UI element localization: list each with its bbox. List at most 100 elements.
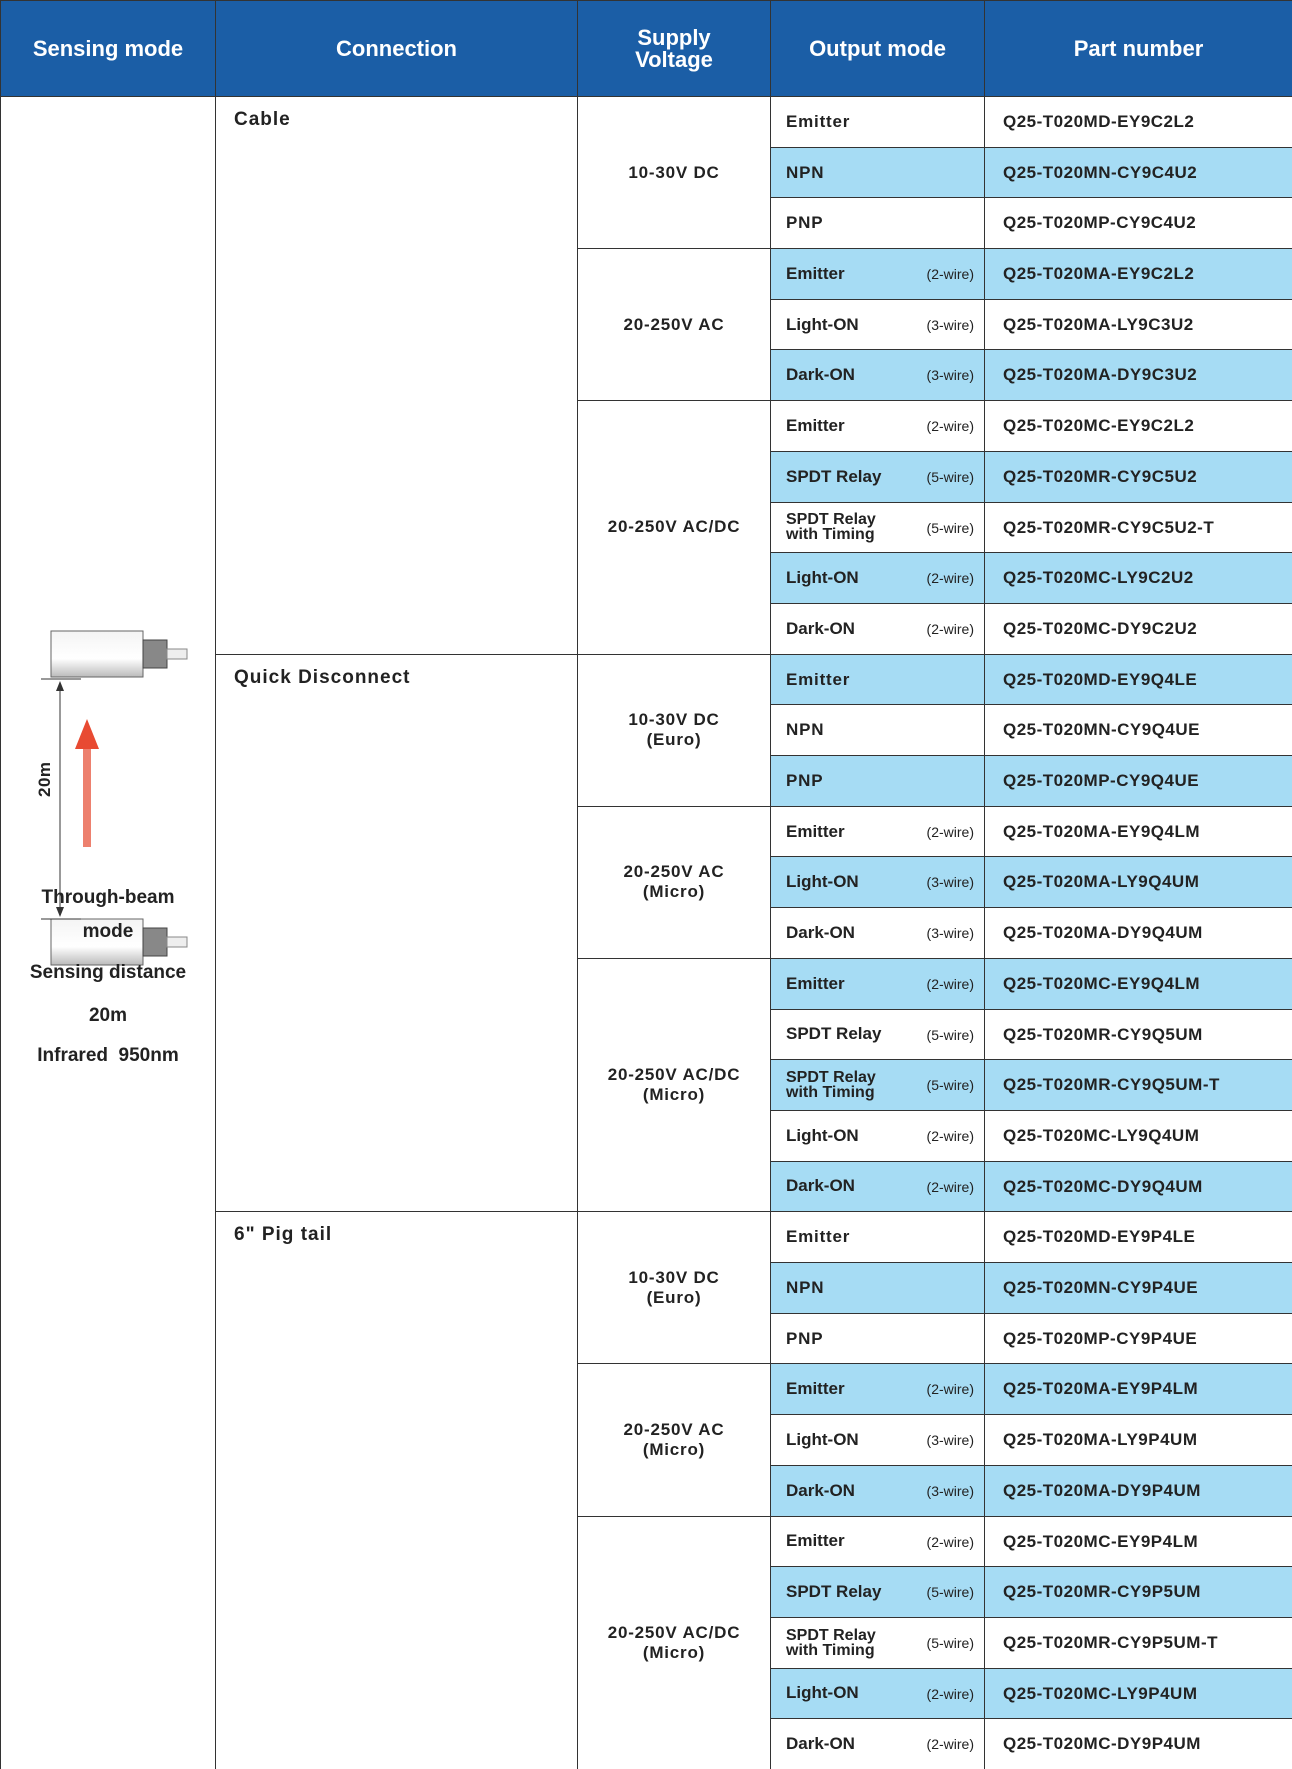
output-text: SPDT Relay with Timing: [786, 1618, 876, 1668]
part-number: Q25-T020MA-DY9Q4UM: [1003, 923, 1203, 943]
part-cell: Q25-T020MC-LY9Q4UM: [985, 1111, 1292, 1162]
part-cell: Q25-T020MC-EY9C2L2: [985, 401, 1292, 452]
wire-count: (5-wire): [926, 468, 974, 485]
wire-count: (2-wire): [926, 620, 974, 637]
part-number: Q25-T020MD-EY9Q4LE: [1003, 669, 1198, 689]
wire-count: (2-wire): [926, 823, 974, 840]
output-cell: Emitter (2-wire): [771, 958, 985, 1010]
sensing-mode-cell: 20m Through-beam mode Sensing distance 20m I…: [1, 97, 216, 1769]
connection-text: 6" Pig tail: [234, 1224, 333, 1246]
output-line: with Timing: [786, 526, 875, 544]
part-number: Q25-T020MA-EY9Q4LM: [1003, 821, 1200, 841]
output-text: Emitter: [786, 807, 845, 857]
output-cell: PNP: [771, 756, 985, 807]
voltage-cell: 20-250V AC: [578, 249, 771, 402]
voltage-text: (Micro): [642, 1642, 706, 1662]
output-cell: Emitter (2-wire): [771, 1364, 985, 1416]
part-cell: Q25-T020MR-CY9Q5UM-T: [985, 1060, 1292, 1111]
header-text: Output mode: [809, 35, 946, 61]
part-number: Q25-T020MC-EY9Q4LM: [1003, 973, 1200, 993]
output-line: Emitter: [786, 1531, 845, 1551]
beam-arrow: [83, 747, 91, 847]
wire-count: (3-wire): [926, 1432, 974, 1449]
part-number: Q25-T020MA-DY9P4UM: [1003, 1480, 1201, 1500]
part-cell: Q25-T020MR-CY9Q5UM: [985, 1010, 1292, 1061]
part-number: Q25-T020MR-CY9C5U2-T: [1003, 517, 1215, 537]
output-cell: SPDT Relay with Timing (5-wire): [771, 1617, 985, 1669]
part-number: Q25-T020MA-EY9P4LM: [1003, 1379, 1199, 1399]
output-cell: Emitter (2-wire): [771, 249, 985, 300]
output-text: NPN: [786, 705, 824, 755]
output-cell: Light-ON (2-wire): [771, 553, 985, 604]
output-cell: Emitter (2-wire): [771, 1516, 985, 1568]
part-cell: Q25-T020MA-LY9Q4UM: [985, 857, 1292, 909]
voltage-text: 10-30V DC: [628, 710, 720, 730]
output-line: Emitter: [786, 973, 845, 993]
sensor-bottom: [50, 918, 188, 966]
part-cell: Q25-T020MN-CY9Q4UE: [985, 705, 1292, 757]
part-cell: Q25-T020MA-EY9C2L2: [985, 249, 1292, 300]
wire-count: (2-wire): [926, 1533, 974, 1550]
output-line: Emitter: [786, 416, 845, 436]
wire-count: (5-wire): [926, 1634, 974, 1651]
wire-count: (2-wire): [926, 1178, 974, 1195]
connection-cell: Quick Disconnect: [216, 654, 578, 1213]
output-text: SPDT Relay: [786, 1010, 881, 1060]
part-number: Q25-T020MN-CY9P4UE: [1003, 1278, 1199, 1298]
part-number: Q25-T020MP-CY9Q4UE: [1003, 771, 1200, 791]
output-line: Dark-ON: [786, 1734, 855, 1754]
wire-count: (3-wire): [926, 316, 974, 333]
part-number: Q25-T020MR-CY9Q5UM: [1003, 1024, 1203, 1044]
output-text: Light-ON: [786, 300, 859, 350]
output-line: with Timing: [786, 1084, 875, 1102]
part-number: Q25-T020MD-EY9P4LE: [1003, 1227, 1196, 1247]
output-line: Emitter: [786, 821, 845, 841]
part-number: Q25-T020MC-DY9P4UM: [1003, 1734, 1201, 1754]
part-number: Q25-T020MR-CY9Q5UM-T: [1003, 1075, 1220, 1095]
part-cell: Q25-T020MR-CY9P5UM-T: [985, 1618, 1292, 1669]
part-cell: Q25-T020MR-CY9C5U2-T: [985, 503, 1292, 554]
output-text: PNP: [786, 1314, 823, 1364]
output-line: Dark-ON: [786, 618, 855, 638]
voltage-text: (Micro): [642, 882, 706, 902]
output-text: Emitter: [786, 1517, 845, 1567]
part-number: Q25-T020MA-DY9C3U2: [1003, 365, 1198, 385]
output-cell: PNP: [771, 198, 985, 250]
part-cell: Q25-T020MC-EY9P4LM: [985, 1517, 1292, 1568]
output-text: Dark-ON: [786, 604, 855, 654]
output-text: Light-ON: [786, 857, 859, 907]
output-cell: SPDT Relay with Timing (5-wire): [771, 502, 985, 554]
output-line: Dark-ON: [786, 365, 855, 385]
output-text: Emitter: [786, 959, 845, 1009]
part-number: Q25-T020MC-DY9Q4UM: [1003, 1176, 1203, 1196]
wire-count: (3-wire): [926, 1482, 974, 1499]
voltage-text: (Micro): [642, 1439, 706, 1459]
voltage-cell: 10-30V DC: [578, 97, 771, 250]
output-text: Dark-ON: [786, 1466, 855, 1516]
output-text: Emitter: [786, 97, 850, 147]
diagram: [41, 630, 188, 966]
output-cell: Emitter: [771, 1212, 985, 1264]
wire-count: (5-wire): [926, 519, 974, 536]
output-cell: Dark-ON (2-wire): [771, 603, 985, 655]
voltage-text: 20-250V AC/DC: [607, 1065, 741, 1085]
part-cell: Q25-T020MP-CY9P4UE: [985, 1314, 1292, 1365]
output-line: NPN: [786, 162, 825, 182]
wire-count: (2-wire): [926, 1685, 974, 1702]
output-text: SPDT Relay: [786, 1567, 881, 1617]
output-text: Dark-ON: [786, 350, 855, 400]
output-cell: Emitter: [771, 97, 985, 148]
output-cell: SPDT Relay (5-wire): [771, 1567, 985, 1618]
voltage-cell: 20-250V AC/DC: [578, 401, 771, 655]
output-cell: Light-ON (3-wire): [771, 299, 985, 351]
sensing-text: Infrared 950nm: [37, 1045, 179, 1066]
output-cell: Dark-ON (3-wire): [771, 908, 985, 959]
output-cell: SPDT Relay (5-wire): [771, 1009, 985, 1061]
part-cell: Q25-T020MP-CY9Q4UE: [985, 756, 1292, 807]
wire-count: (5-wire): [926, 1077, 974, 1094]
wire-count: (2-wire): [926, 1381, 974, 1398]
output-text: Light-ON: [786, 1111, 859, 1161]
part-number: Q25-T020MC-EY9P4LM: [1003, 1531, 1199, 1551]
output-line: Light-ON: [786, 568, 859, 588]
output-cell: Light-ON (3-wire): [771, 1415, 985, 1466]
